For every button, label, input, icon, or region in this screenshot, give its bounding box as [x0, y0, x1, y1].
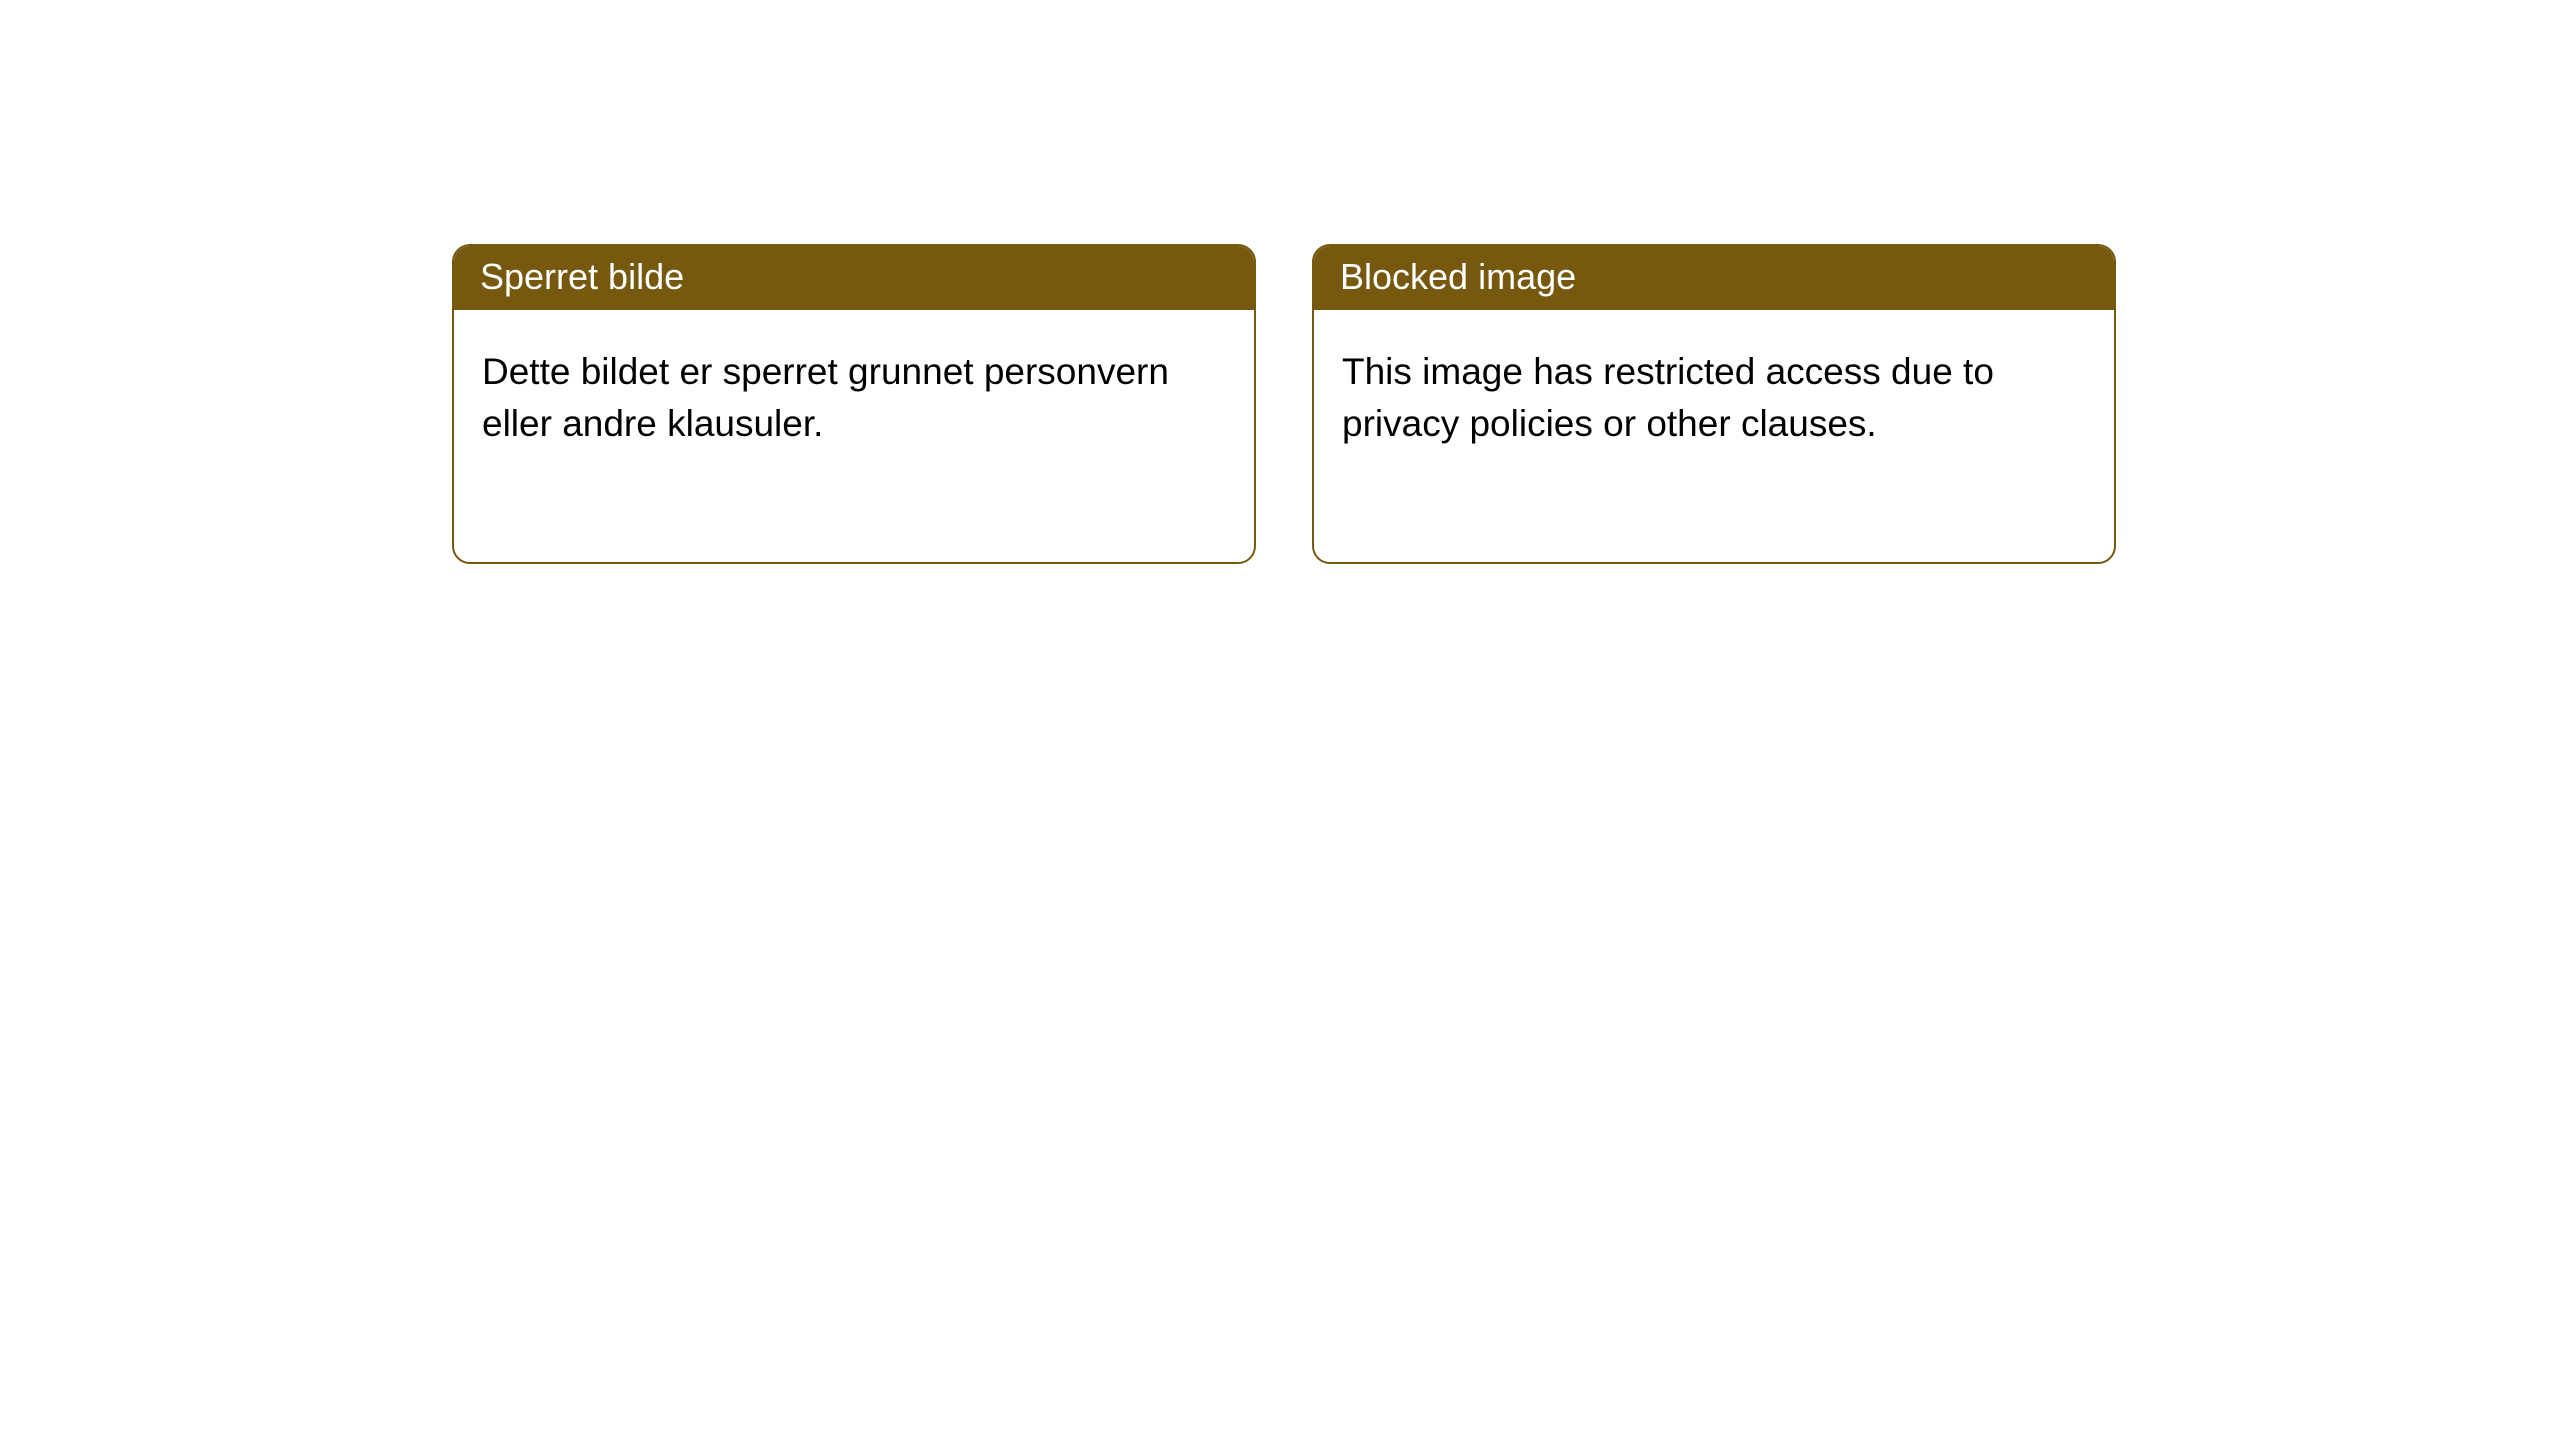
card-body: This image has restricted access due to … — [1314, 310, 2114, 562]
card-header: Sperret bilde — [454, 246, 1254, 310]
card-title: Sperret bilde — [480, 256, 684, 297]
notice-card-english: Blocked image This image has restricted … — [1312, 244, 2116, 564]
card-body-text: Dette bildet er sperret grunnet personve… — [482, 346, 1226, 450]
card-body-text: This image has restricted access due to … — [1342, 346, 2086, 450]
notice-cards-container: Sperret bilde Dette bildet er sperret gr… — [0, 0, 2560, 564]
card-body: Dette bildet er sperret grunnet personve… — [454, 310, 1254, 562]
card-header: Blocked image — [1314, 246, 2114, 310]
notice-card-norwegian: Sperret bilde Dette bildet er sperret gr… — [452, 244, 1256, 564]
card-title: Blocked image — [1340, 256, 1576, 297]
